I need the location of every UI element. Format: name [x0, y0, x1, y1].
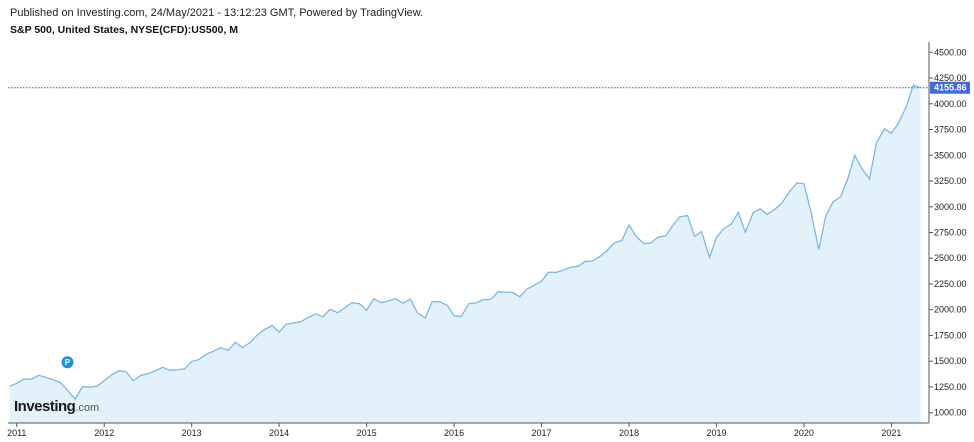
area-fill [9, 85, 921, 423]
x-tick-label: 2018 [619, 428, 639, 438]
y-tick-label: 2000.00 [934, 305, 967, 315]
instrument-title: S&P 500, United States, NYSE(CFD):US500,… [10, 24, 238, 36]
y-tick-label: 3250.00 [934, 176, 967, 186]
x-tick-label: 2011 [7, 428, 26, 438]
x-tick-label: 2012 [94, 428, 114, 438]
x-tick-label: 2013 [182, 428, 202, 438]
y-tick-label: 4500.00 [934, 47, 967, 57]
logo-main: Investing [14, 398, 76, 415]
event-marker-icon [61, 356, 74, 369]
y-tick-label: 3000.00 [934, 202, 967, 212]
y-tick-label: 2500.00 [934, 253, 967, 263]
y-tick-label: 1750.00 [934, 330, 967, 340]
y-tick-label: 4000.00 [934, 99, 967, 109]
y-tick-label: 2250.00 [934, 279, 967, 289]
x-tick-label: 2016 [444, 428, 464, 438]
x-tick-label: 2021 [881, 428, 901, 438]
area-layer [9, 84, 921, 423]
marker-layer: P [61, 356, 74, 369]
axis-layer: 1000.00 1250.00 1500.00 1750.00 2000.00 2250.… [7, 42, 967, 438]
y-tick-label: 4250.00 [934, 73, 967, 83]
x-tick-label: 2015 [357, 428, 377, 438]
current-price-badge [930, 81, 970, 94]
x-tick-label: 2017 [532, 428, 552, 438]
y-tick-label: 1500.00 [934, 356, 967, 366]
published-caption: Published on Investing.com, 24/May/2021 … [10, 7, 424, 19]
y-tick-label: 3500.00 [934, 150, 967, 160]
investing-logo: Investing.com [14, 398, 99, 415]
price-series-line [9, 84, 921, 401]
y-tick-label: 1000.00 [934, 408, 967, 418]
y-tick-label: 2750.00 [934, 228, 967, 238]
x-tick-label: 2019 [706, 428, 726, 438]
y-tick-label: 3750.00 [934, 125, 967, 135]
logo-suffix: .com [75, 402, 100, 414]
x-tick-label: 2020 [794, 428, 814, 438]
x-tick-label: 2014 [269, 428, 289, 438]
current-price-label: 4155.86 [934, 83, 967, 93]
event-marker-label: P [65, 358, 71, 367]
y-tick-label: 1250.00 [934, 382, 967, 392]
price-layer: 4155.86 [8, 81, 970, 94]
